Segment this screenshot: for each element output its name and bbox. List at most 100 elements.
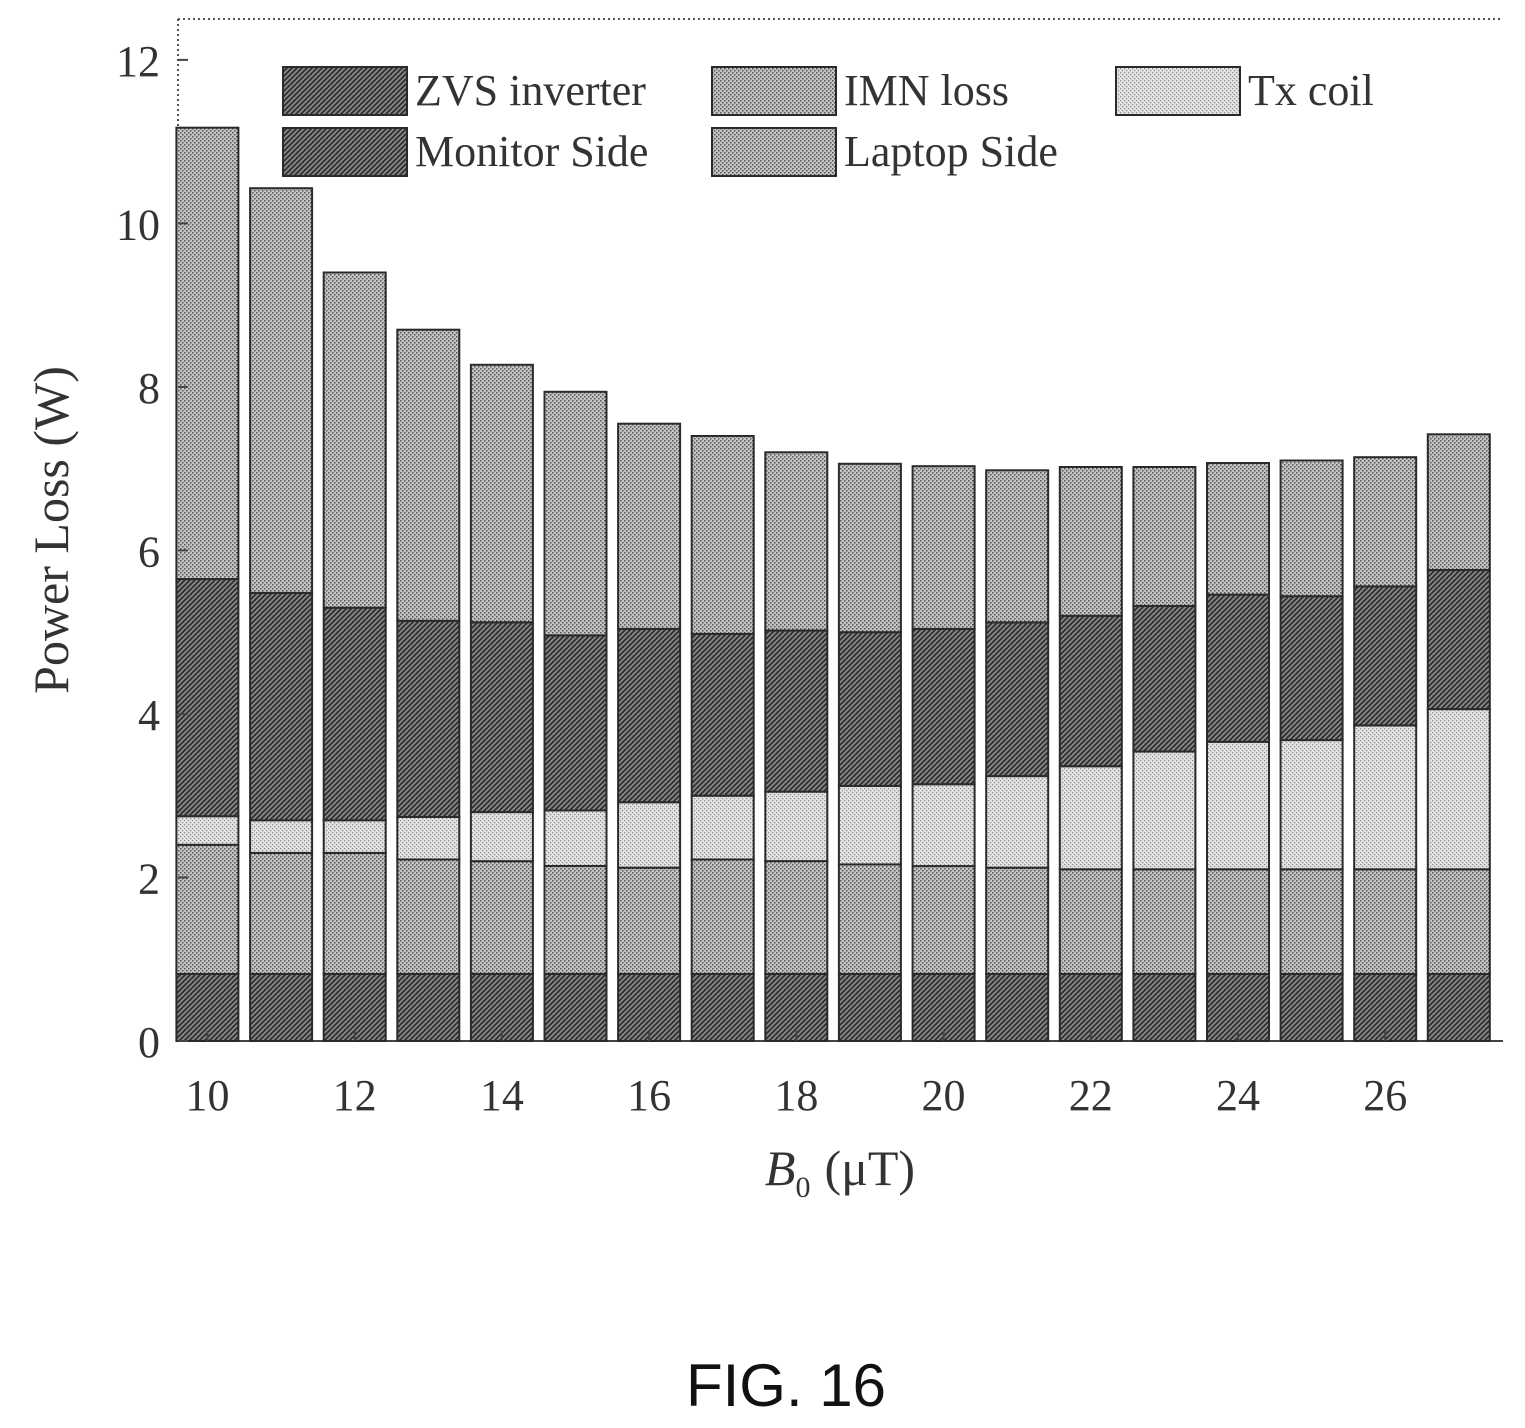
bar-segment-monitor-side-27 bbox=[1426, 569, 1491, 711]
y-tick-label: 12 bbox=[116, 37, 160, 86]
y-tick-label: 10 bbox=[116, 200, 160, 249]
bar-segment-tx-coil-27 bbox=[1426, 708, 1491, 871]
bar-segment-monitor-side-10 bbox=[175, 578, 240, 818]
bars-group bbox=[175, 126, 1491, 1042]
figure-caption: FIG. 16 bbox=[686, 1352, 886, 1419]
legend-swatch-laptop-side bbox=[711, 127, 837, 177]
y-tick-label: 0 bbox=[138, 1018, 160, 1067]
bar-segment-imn-loss-12 bbox=[322, 852, 387, 975]
bar-segment-monitor-side-15 bbox=[543, 634, 608, 812]
x-tick-label: 20 bbox=[922, 1071, 966, 1120]
y-tick-label: 2 bbox=[138, 854, 160, 903]
bar-segment-tx-coil-11 bbox=[249, 819, 314, 854]
bar-segment-laptop-side-14 bbox=[469, 363, 534, 624]
bar-segment-imn-loss-14 bbox=[469, 860, 534, 975]
bar-segment-tx-coil-14 bbox=[469, 811, 534, 863]
bar-segment-zvs-inverter-11 bbox=[249, 973, 314, 1042]
bar-segment-imn-loss-22 bbox=[1058, 868, 1123, 975]
bar-segment-monitor-side-17 bbox=[690, 632, 755, 797]
bar-segment-zvs-inverter-21 bbox=[985, 973, 1050, 1042]
bar-segment-zvs-inverter-16 bbox=[617, 973, 682, 1042]
y-tick-label: 4 bbox=[138, 691, 160, 740]
bar-segment-laptop-side-26 bbox=[1353, 456, 1418, 588]
legend-swatch-imn-loss bbox=[711, 66, 837, 116]
bar-segment-laptop-side-22 bbox=[1058, 466, 1123, 617]
bar-segment-zvs-inverter-14 bbox=[469, 973, 534, 1042]
bar-segment-monitor-side-14 bbox=[469, 621, 534, 814]
bar-segment-laptop-side-23 bbox=[1132, 466, 1197, 607]
bar-segment-imn-loss-20 bbox=[911, 865, 976, 975]
bar-segment-zvs-inverter-18 bbox=[764, 973, 829, 1042]
bar-segment-tx-coil-10 bbox=[175, 815, 240, 846]
x-tick-label: 16 bbox=[627, 1071, 671, 1120]
bar-segment-zvs-inverter-25 bbox=[1279, 973, 1344, 1042]
bar-segment-tx-coil-13 bbox=[396, 816, 461, 861]
bar-segment-laptop-side-21 bbox=[985, 469, 1050, 624]
x-tick-label: 12 bbox=[333, 1071, 377, 1120]
bar-segment-tx-coil-21 bbox=[985, 775, 1050, 869]
x-tick-label: 10 bbox=[185, 1071, 229, 1120]
bar-segment-imn-loss-11 bbox=[249, 852, 314, 975]
bar-segment-monitor-side-13 bbox=[396, 619, 461, 818]
y-axis-label: Power Loss (W) bbox=[23, 366, 79, 694]
legend-swatch-zvs-inverter bbox=[282, 66, 408, 116]
bar-segment-zvs-inverter-19 bbox=[837, 973, 902, 1042]
bar-segment-tx-coil-15 bbox=[543, 809, 608, 868]
bar-segment-laptop-side-12 bbox=[322, 271, 387, 609]
bar-segment-imn-loss-18 bbox=[764, 860, 829, 975]
bar-segment-tx-coil-24 bbox=[1206, 740, 1270, 871]
bar-segment-monitor-side-24 bbox=[1206, 593, 1270, 743]
bar-segment-monitor-side-26 bbox=[1353, 585, 1418, 727]
x-tick-label: 14 bbox=[480, 1071, 524, 1120]
bar-segment-monitor-side-22 bbox=[1058, 614, 1123, 768]
bar-segment-laptop-side-17 bbox=[690, 435, 755, 635]
bar-segment-monitor-side-16 bbox=[617, 627, 682, 804]
x-tick-label: 22 bbox=[1069, 1071, 1113, 1120]
legend-label-tx-coil: Tx coil bbox=[1248, 66, 1374, 115]
bar-segment-tx-coil-20 bbox=[911, 783, 976, 868]
y-tick-label: 8 bbox=[138, 364, 160, 413]
bar-segment-imn-loss-27 bbox=[1426, 868, 1491, 975]
legend: ZVS inverter IMN loss Tx coil Monitor Side L… bbox=[282, 66, 1374, 177]
bar-segment-tx-coil-12 bbox=[322, 819, 387, 854]
bar-segment-monitor-side-18 bbox=[764, 629, 829, 793]
legend-swatch-tx-coil bbox=[1115, 66, 1241, 116]
bar-segment-laptop-side-19 bbox=[837, 462, 902, 634]
bar-segment-zvs-inverter-22 bbox=[1058, 973, 1123, 1042]
bar-segment-laptop-side-27 bbox=[1426, 433, 1491, 571]
bar-segment-monitor-side-23 bbox=[1132, 605, 1197, 753]
legend-label-monitor-side: Monitor Side bbox=[415, 127, 648, 176]
bar-segment-monitor-side-25 bbox=[1279, 595, 1344, 742]
y-axis-ticks: 0 2 4 6 8 10 12 bbox=[116, 37, 188, 1067]
bar-segment-laptop-side-15 bbox=[543, 390, 608, 637]
bar-segment-zvs-inverter-15 bbox=[543, 973, 608, 1042]
bar-segment-zvs-inverter-20 bbox=[911, 973, 976, 1042]
x-axis-label-unit: (μT) bbox=[824, 1140, 915, 1196]
legend-label-laptop-side: Laptop Side bbox=[844, 127, 1058, 176]
x-tick-label: 26 bbox=[1363, 1071, 1407, 1120]
bar-segment-tx-coil-18 bbox=[764, 790, 829, 863]
bar-segment-monitor-side-12 bbox=[322, 606, 387, 822]
bar-segment-imn-loss-15 bbox=[543, 865, 608, 975]
bar-segment-tx-coil-16 bbox=[617, 801, 682, 869]
legend-label-imn-loss: IMN loss bbox=[844, 66, 1009, 115]
bar-segment-monitor-side-19 bbox=[837, 631, 902, 787]
bar-segment-zvs-inverter-13 bbox=[396, 973, 461, 1042]
bar-segment-laptop-side-13 bbox=[396, 328, 461, 622]
bar-segment-imn-loss-23 bbox=[1132, 868, 1197, 975]
legend-label-zvs-inverter: ZVS inverter bbox=[415, 66, 646, 115]
bar-segment-tx-coil-23 bbox=[1132, 750, 1197, 871]
bar-segment-imn-loss-13 bbox=[396, 858, 461, 975]
bar-segment-imn-loss-17 bbox=[690, 858, 755, 975]
bar-segment-imn-loss-19 bbox=[837, 863, 902, 976]
bar-segment-zvs-inverter-12 bbox=[322, 973, 387, 1042]
x-axis-label-sub: 0 bbox=[795, 1171, 810, 1204]
bar-segment-zvs-inverter-17 bbox=[690, 973, 755, 1042]
x-tick-label: 24 bbox=[1216, 1071, 1260, 1120]
bar-segment-zvs-inverter-10 bbox=[175, 973, 240, 1042]
bar-segment-imn-loss-26 bbox=[1353, 868, 1418, 975]
legend-swatch-monitor-side bbox=[282, 127, 408, 177]
bar-segment-zvs-inverter-24 bbox=[1206, 973, 1270, 1042]
bar-segment-imn-loss-21 bbox=[985, 866, 1050, 976]
